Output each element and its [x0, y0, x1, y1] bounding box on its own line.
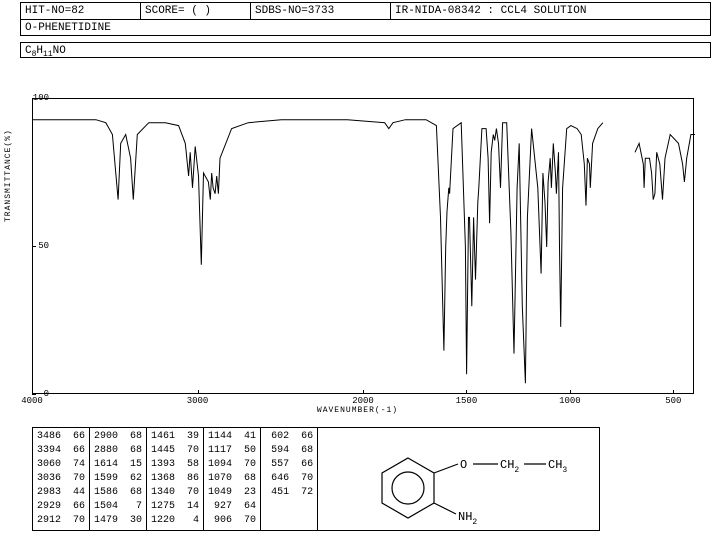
- source: IR-NIDA-08342 : CCL4 SOLUTION: [391, 3, 710, 19]
- sdbs-no: SDBS-NO=3733: [251, 3, 391, 19]
- compound-name: O-PHENETIDINE: [20, 20, 711, 36]
- x-tick-label: 1500: [446, 396, 486, 406]
- x-tick-label: 4000: [12, 396, 52, 406]
- y-axis-label: TRANSMITTANCE(%): [4, 129, 13, 222]
- peak-column: 1461 39 1445 70 1393 58 1368 86 1340 70 …: [147, 428, 204, 530]
- x-axis-label: WAVENUMBER(-1): [0, 406, 715, 415]
- x-tick-label: 3000: [178, 396, 218, 406]
- hit-no: HIT-NO=82: [21, 3, 141, 19]
- ir-spectrum-chart: [32, 98, 694, 394]
- peak-column: 3486 66 3394 66 3060 74 3036 70 2983 44 …: [33, 428, 90, 530]
- score: SCORE= ( ): [141, 3, 251, 19]
- svg-text:CH3: CH3: [548, 458, 567, 475]
- peak-table: 3486 66 3394 66 3060 74 3036 70 2983 44 …: [32, 427, 318, 531]
- peak-column: 602 66 594 68 557 66 646 70 451 72: [261, 428, 317, 530]
- svg-text:CH2: CH2: [500, 458, 519, 475]
- svg-text:NH2: NH2: [458, 510, 477, 527]
- x-tick-label: 1000: [550, 396, 590, 406]
- peak-column: 2900 68 2880 68 1614 15 1599 62 1586 68 …: [90, 428, 147, 530]
- o-label: O: [460, 458, 467, 472]
- molecule-svg: O CH2 CH3 NH2: [318, 428, 600, 530]
- structure-diagram: O CH2 CH3 NH2: [318, 427, 600, 531]
- bottom-panel: 3486 66 3394 66 3060 74 3036 70 2983 44 …: [32, 427, 600, 531]
- header-bar: HIT-NO=82 SCORE= ( ) SDBS-NO=3733 IR-NID…: [20, 2, 711, 20]
- peak-column: 1144 41 1117 50 1094 70 1070 68 1049 23 …: [204, 428, 261, 530]
- x-tick-label: 500: [653, 396, 693, 406]
- molecular-formula: C8H11NO: [20, 42, 711, 58]
- x-tick-label: 2000: [343, 396, 383, 406]
- spectrum-line: [33, 99, 695, 395]
